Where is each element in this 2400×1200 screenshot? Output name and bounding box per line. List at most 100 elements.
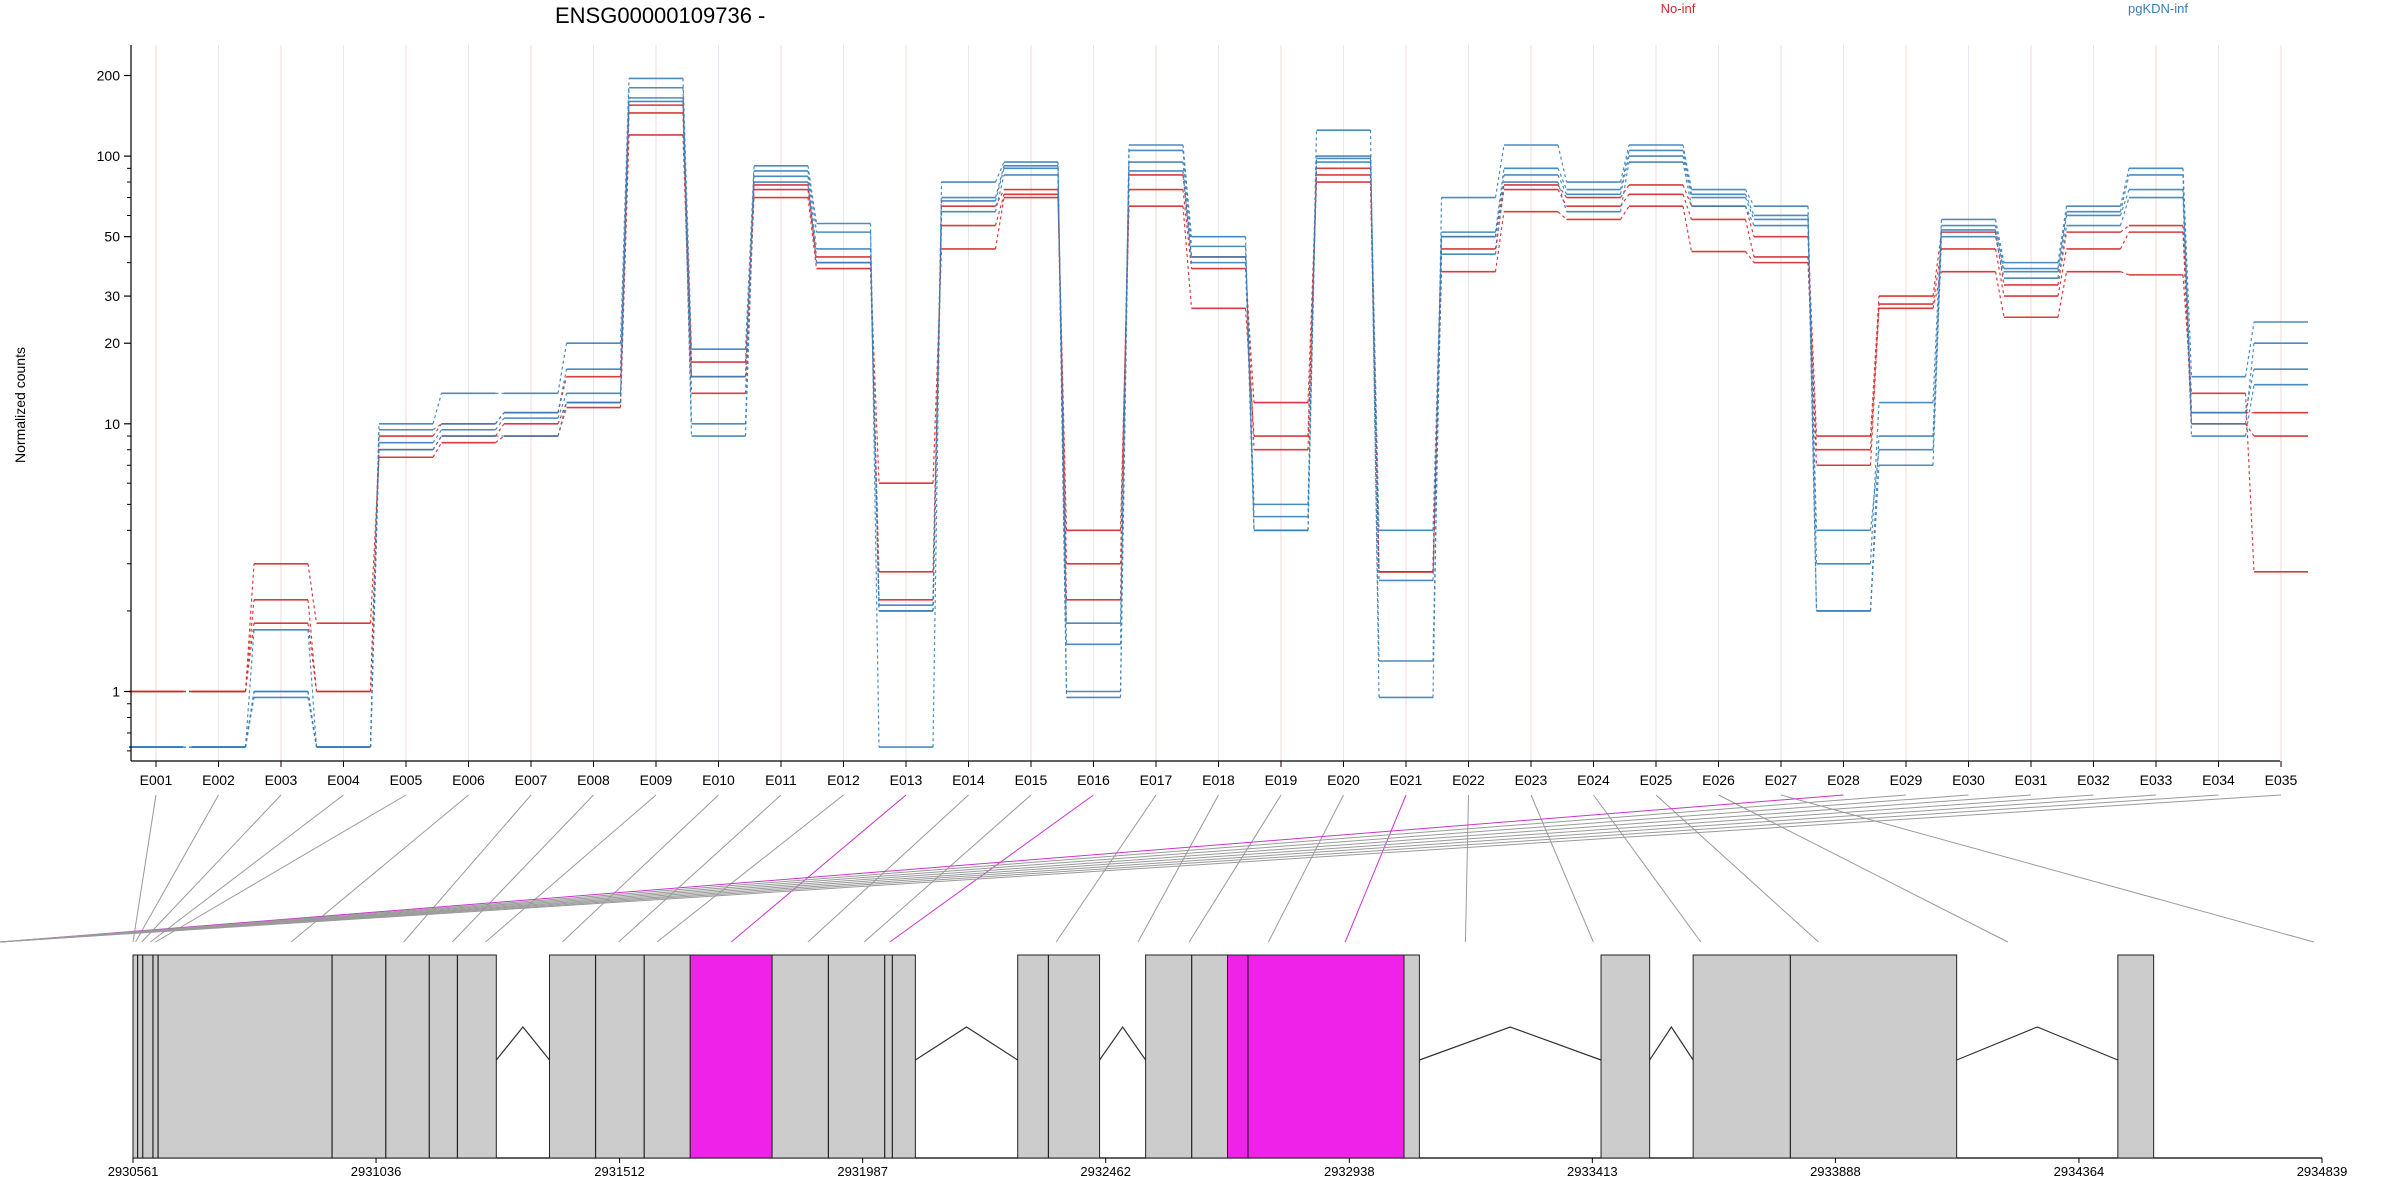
series-lines	[129, 77, 2308, 748]
series-transition	[994, 161, 1005, 183]
bin-connector	[1780, 794, 2314, 943]
coordinate-tick-label: 2932938	[1324, 1164, 1375, 1179]
series-transition	[1432, 197, 1443, 698]
exon-block	[771, 954, 916, 1159]
series-transition	[1682, 155, 1693, 198]
series-transition	[2244, 393, 2255, 572]
series-transition	[2244, 343, 2255, 424]
bin-connector	[1718, 794, 2009, 943]
series-transition	[1369, 130, 1380, 698]
series-transition	[1994, 236, 2005, 279]
series-transition	[244, 629, 255, 748]
y-tick-label: 10	[104, 416, 120, 432]
series-transition	[1869, 402, 1880, 564]
series-transition	[2057, 271, 2068, 318]
series-transition	[557, 376, 568, 413]
series-transition	[369, 449, 380, 748]
bin-connector	[0, 794, 2032, 943]
x-tick-label-e003: E003	[265, 772, 298, 788]
bin-connector	[1464, 794, 1469, 943]
series-transition	[1244, 256, 1255, 505]
y-tick-label: 50	[104, 229, 120, 245]
x-tick-label-e018: E018	[1202, 772, 1235, 788]
x-tick-label-e020: E020	[1327, 772, 1360, 788]
series-transition	[1057, 168, 1068, 624]
series-transition	[1744, 206, 1755, 237]
series-transition	[1869, 436, 1880, 611]
exon-block	[1017, 954, 1101, 1159]
series-transition	[1494, 211, 1505, 272]
x-tick-label-e002: E002	[202, 772, 235, 788]
series-transition	[369, 436, 380, 692]
coordinate-tick-label: 2934839	[2297, 1164, 2348, 1179]
x-tick-label-e009: E009	[640, 772, 673, 788]
x-tick-label-e035: E035	[2265, 772, 2298, 788]
series-transition	[1182, 189, 1193, 269]
series-transition	[2057, 232, 2068, 286]
series-transition	[1869, 308, 1880, 466]
series-transition	[1994, 232, 2005, 286]
exon-block-highlighted	[1227, 954, 1405, 1159]
series-transition	[682, 101, 693, 437]
x-tick-label-e007: E007	[515, 772, 548, 788]
series-transition	[807, 184, 818, 258]
series-transition	[1619, 205, 1630, 220]
series-transition	[557, 369, 568, 413]
y-ticks: 1 10 20 30 50 100 200	[97, 68, 131, 752]
bin-connector	[889, 794, 1094, 943]
series-transition	[307, 563, 318, 624]
x-tick-label-e034: E034	[2202, 772, 2235, 788]
x-tick-label-e005: E005	[390, 772, 423, 788]
series-transition	[1932, 236, 1943, 466]
x-tick-label-e006: E006	[452, 772, 485, 788]
series-transition	[869, 223, 880, 748]
series-transition	[682, 97, 693, 377]
coordinate-tick-label: 2933413	[1567, 1164, 1618, 1179]
gene-model	[132, 954, 2322, 1159]
bin-connector	[150, 794, 344, 943]
x-tick-label-e001: E001	[140, 772, 173, 788]
series-transition	[807, 176, 818, 249]
series-transition	[994, 197, 1005, 250]
series-transition	[1744, 197, 1755, 220]
series-transition	[557, 407, 568, 437]
axes	[130, 45, 2280, 762]
series-transition	[994, 174, 1005, 212]
series-transition	[2119, 231, 2130, 250]
series-transition	[1807, 219, 1818, 531]
series-transition	[619, 97, 630, 394]
exon-block	[132, 954, 497, 1159]
coordinate-ticks: 2930561 2931036 2931512 2931987 2932462 29329…	[108, 1158, 2348, 1179]
series-transition	[1494, 144, 1505, 198]
series-transition	[1619, 155, 1630, 195]
bin-connector	[451, 794, 594, 943]
x-tick-label-e021: E021	[1390, 772, 1423, 788]
x-tick-label-e031: E031	[2015, 772, 2048, 788]
intron-connector	[915, 1026, 1019, 1061]
series-transition	[1369, 162, 1380, 662]
series-transition	[2119, 189, 2130, 216]
series-transition	[307, 629, 318, 748]
series-transition	[1869, 465, 1880, 611]
series-transition	[1994, 225, 2005, 269]
series-transition	[1994, 248, 2005, 297]
bin-connector	[1344, 794, 1407, 943]
series-transition	[1619, 144, 1630, 183]
bin-connector	[1267, 794, 1344, 943]
y-tick-label: 1	[112, 683, 120, 699]
series-transition	[1682, 206, 1693, 252]
bin-connector	[141, 794, 282, 943]
series-transition	[1432, 236, 1443, 531]
x-tick-label-e012: E012	[827, 772, 860, 788]
x-tick-label-e024: E024	[1577, 772, 1610, 788]
series-transition	[1432, 254, 1443, 662]
y-tick-label: 20	[104, 335, 120, 351]
x-tick-label-e029: E029	[1890, 772, 1923, 788]
series-transition	[1244, 262, 1255, 531]
series-transition	[1557, 144, 1568, 183]
intron-connector	[1099, 1025, 1147, 1061]
bin-connector	[0, 794, 1969, 943]
series-transition	[1994, 219, 2005, 263]
series-transition	[1307, 162, 1318, 531]
series-transition	[619, 101, 630, 403]
